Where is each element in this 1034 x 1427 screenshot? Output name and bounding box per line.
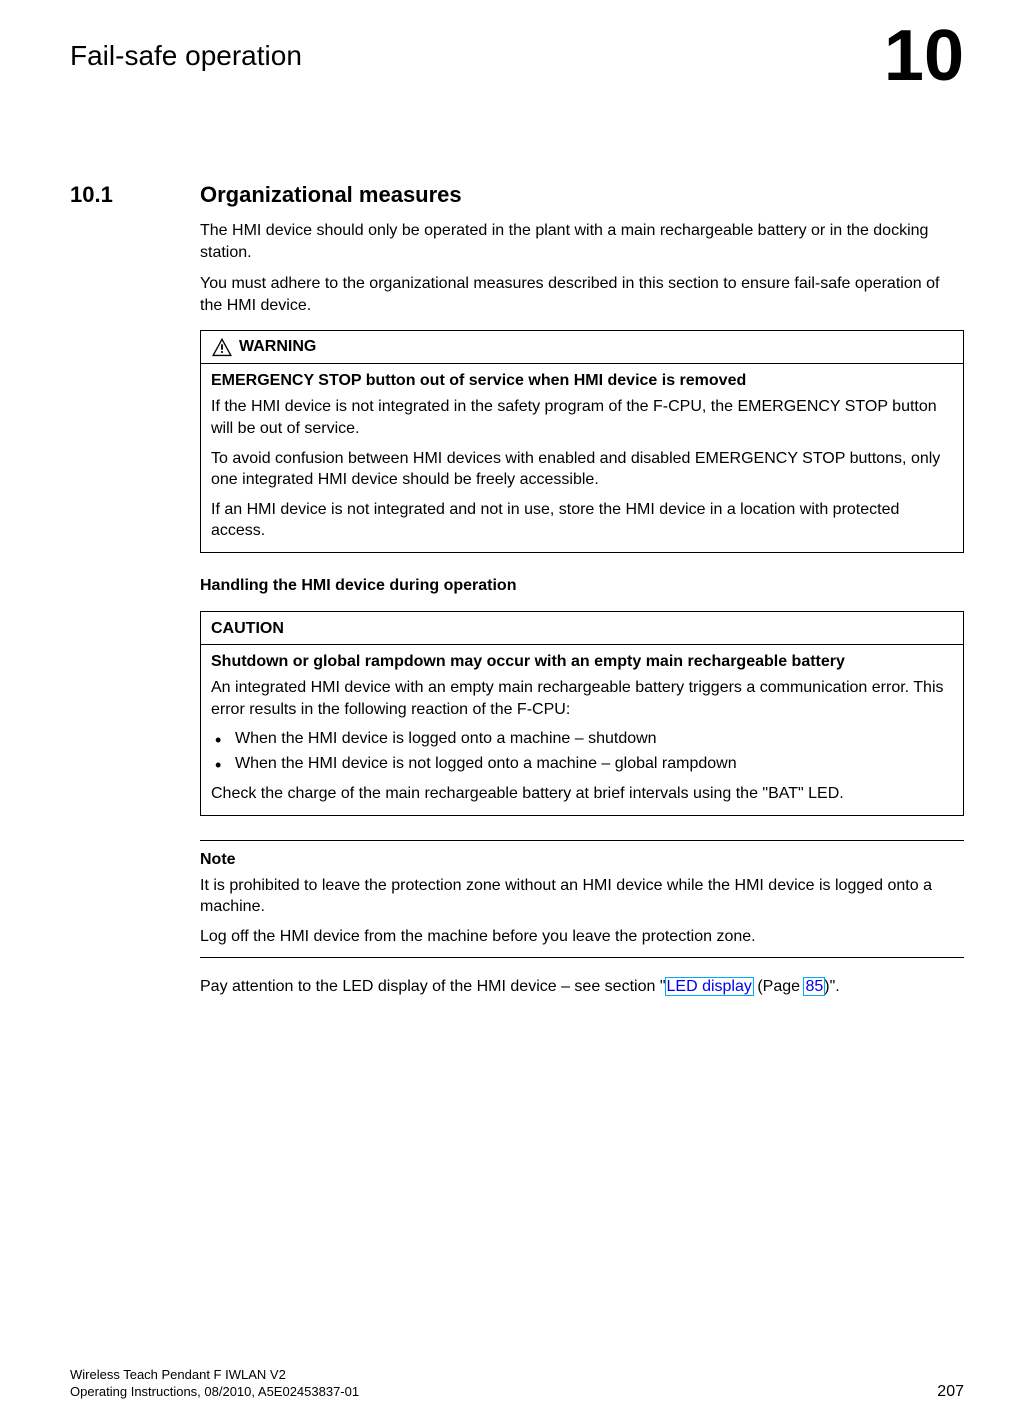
- caution-p2: Check the charge of the main rechargeabl…: [211, 783, 953, 805]
- section-title: Organizational measures: [200, 182, 462, 208]
- page-footer: Wireless Teach Pendant F IWLAN V2 Operat…: [70, 1366, 964, 1401]
- footer-line1: Wireless Teach Pendant F IWLAN V2: [70, 1366, 359, 1384]
- note-label: Note: [200, 851, 964, 869]
- caution-box: CAUTION Shutdown or global rampdown may …: [200, 611, 964, 816]
- intro-paragraph-2: You must adhere to the organizational me…: [200, 273, 964, 316]
- warning-body: EMERGENCY STOP button out of service whe…: [201, 364, 963, 552]
- footer-page-number: 207: [937, 1383, 964, 1401]
- note-p2: Log off the HMI device from the machine …: [200, 926, 964, 948]
- caution-label: CAUTION: [211, 620, 284, 637]
- chapter-number: 10: [884, 20, 964, 92]
- warning-subtitle: EMERGENCY STOP button out of service whe…: [211, 372, 953, 390]
- footer-left: Wireless Teach Pendant F IWLAN V2 Operat…: [70, 1366, 359, 1401]
- warning-triangle-icon: [211, 337, 233, 357]
- chapter-title: Fail-safe operation: [70, 20, 302, 72]
- crossref-post: )".: [824, 978, 839, 995]
- note-block: Note It is prohibited to leave the prote…: [200, 840, 964, 959]
- subheading-handling: Handling the HMI device during operation: [200, 577, 964, 595]
- warning-box: WARNING EMERGENCY STOP button out of ser…: [200, 330, 964, 553]
- caution-p1: An integrated HMI device with an empty m…: [211, 677, 953, 720]
- warning-label: WARNING: [239, 338, 316, 356]
- crossref-paragraph: Pay attention to the LED display of the …: [200, 976, 964, 998]
- content-area: The HMI device should only be operated i…: [200, 220, 964, 998]
- footer-line2: Operating Instructions, 08/2010, A5E0245…: [70, 1383, 359, 1401]
- section-number: 10.1: [70, 182, 200, 208]
- warning-p3: If an HMI device is not integrated and n…: [211, 499, 953, 542]
- caution-body: Shutdown or global rampdown may occur wi…: [201, 645, 963, 815]
- warning-p1: If the HMI device is not integrated in t…: [211, 396, 953, 439]
- warning-p2: To avoid confusion between HMI devices w…: [211, 448, 953, 491]
- chapter-header: Fail-safe operation 10: [70, 20, 964, 92]
- intro-paragraph-1: The HMI device should only be operated i…: [200, 220, 964, 263]
- link-led-display[interactable]: LED display: [666, 978, 753, 995]
- note-p1: It is prohibited to leave the protection…: [200, 875, 964, 918]
- caution-bullet-1: When the HMI device is logged onto a mac…: [211, 728, 953, 750]
- section-heading: 10.1 Organizational measures: [70, 182, 964, 208]
- link-page-85[interactable]: 85: [804, 978, 824, 995]
- crossref-pre: Pay attention to the LED display of the …: [200, 978, 666, 995]
- caution-bullet-2: When the HMI device is not logged onto a…: [211, 753, 953, 775]
- caution-header: CAUTION: [201, 612, 963, 645]
- warning-header: WARNING: [201, 331, 963, 364]
- caution-subtitle: Shutdown or global rampdown may occur wi…: [211, 653, 953, 671]
- crossref-mid: (Page: [753, 978, 805, 995]
- caution-bullets: When the HMI device is logged onto a mac…: [211, 728, 953, 775]
